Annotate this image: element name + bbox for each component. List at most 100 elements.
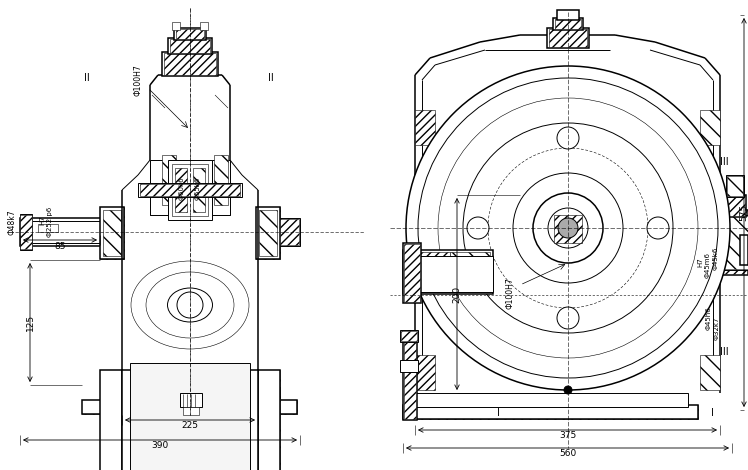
Circle shape (548, 208, 588, 248)
Text: Ф45m6: Ф45m6 (705, 252, 711, 278)
Text: Ф55k6: Ф55k6 (195, 176, 201, 200)
Bar (404, 341, 416, 419)
Bar (280, 219, 299, 245)
Circle shape (438, 98, 698, 358)
Text: 85: 85 (55, 242, 66, 251)
Circle shape (513, 173, 623, 283)
Ellipse shape (168, 288, 212, 322)
Bar (554, 215, 582, 243)
Text: 575: 575 (740, 204, 748, 221)
Bar (258, 370, 280, 470)
Text: III: III (720, 157, 729, 167)
Bar (259, 210, 277, 256)
Bar (122, 370, 258, 470)
Bar (20, 215, 32, 249)
Bar (214, 155, 228, 205)
Bar (400, 330, 418, 342)
Bar (38, 224, 58, 232)
Bar (174, 28, 206, 40)
Bar (162, 52, 218, 76)
Bar (547, 28, 589, 48)
Bar (150, 160, 168, 215)
Circle shape (564, 386, 572, 394)
Circle shape (533, 193, 603, 263)
Bar (720, 215, 748, 270)
Bar (168, 38, 212, 54)
Bar (415, 393, 688, 407)
Bar (103, 210, 121, 256)
Bar (727, 176, 743, 196)
Text: Ф48k7: Ф48k7 (7, 209, 16, 235)
Circle shape (463, 123, 673, 333)
Bar (726, 175, 744, 197)
Text: I: I (497, 408, 500, 418)
Bar (740, 235, 748, 265)
Circle shape (418, 78, 718, 378)
Text: Н7: Н7 (697, 257, 703, 267)
Ellipse shape (131, 261, 249, 349)
Bar (557, 10, 579, 20)
Bar (549, 29, 587, 47)
Circle shape (467, 217, 489, 239)
Bar (212, 160, 230, 215)
Circle shape (488, 148, 648, 308)
Circle shape (647, 217, 669, 239)
Text: 200: 200 (453, 285, 462, 303)
Bar (700, 355, 720, 390)
Circle shape (177, 292, 203, 318)
Bar (175, 168, 187, 212)
Bar (26, 221, 102, 243)
Bar (100, 387, 280, 401)
Bar (403, 250, 493, 294)
Text: Ф60k6: Ф60k6 (179, 176, 185, 200)
Text: 560: 560 (559, 449, 576, 459)
Bar (405, 252, 450, 292)
Bar (168, 160, 212, 220)
Text: 225: 225 (182, 422, 198, 431)
Bar (82, 400, 297, 414)
Ellipse shape (146, 272, 234, 338)
Bar (725, 196, 745, 216)
Ellipse shape (138, 266, 242, 344)
Circle shape (558, 218, 578, 238)
Bar (20, 214, 32, 250)
Text: Ф252 р6: Ф252 р6 (47, 207, 53, 237)
Text: 375: 375 (559, 431, 576, 440)
Bar (403, 405, 698, 419)
Text: III: III (720, 347, 729, 357)
Text: 390: 390 (151, 441, 168, 451)
Bar (720, 210, 748, 275)
Text: 125: 125 (25, 314, 34, 331)
Bar (193, 168, 205, 212)
Text: Ф32k7: Ф32k7 (714, 316, 720, 340)
Bar (100, 207, 124, 259)
Text: Ф45h6: Ф45h6 (706, 306, 712, 330)
Bar (20, 218, 102, 246)
Bar (172, 164, 208, 216)
Bar (172, 22, 180, 30)
Bar (212, 160, 230, 215)
Circle shape (557, 127, 579, 149)
Text: Ф100Н7: Ф100Н7 (133, 64, 143, 96)
Bar (256, 207, 280, 259)
Text: II: II (268, 73, 274, 83)
Bar (403, 340, 417, 420)
Text: Н7: Н7 (39, 215, 45, 225)
Circle shape (406, 66, 730, 390)
Bar (722, 216, 748, 269)
Bar (183, 407, 199, 415)
Bar (724, 195, 746, 217)
Bar (450, 252, 490, 292)
Bar (415, 110, 435, 145)
Bar (180, 393, 202, 407)
Text: Ф45k6: Ф45k6 (713, 246, 719, 270)
Text: II: II (84, 73, 90, 83)
Bar (162, 155, 176, 205)
Bar (140, 184, 240, 196)
Bar (700, 110, 720, 145)
Circle shape (557, 307, 579, 329)
Bar (404, 244, 420, 302)
Bar (555, 19, 581, 29)
Bar (403, 243, 421, 303)
Bar (415, 355, 435, 390)
